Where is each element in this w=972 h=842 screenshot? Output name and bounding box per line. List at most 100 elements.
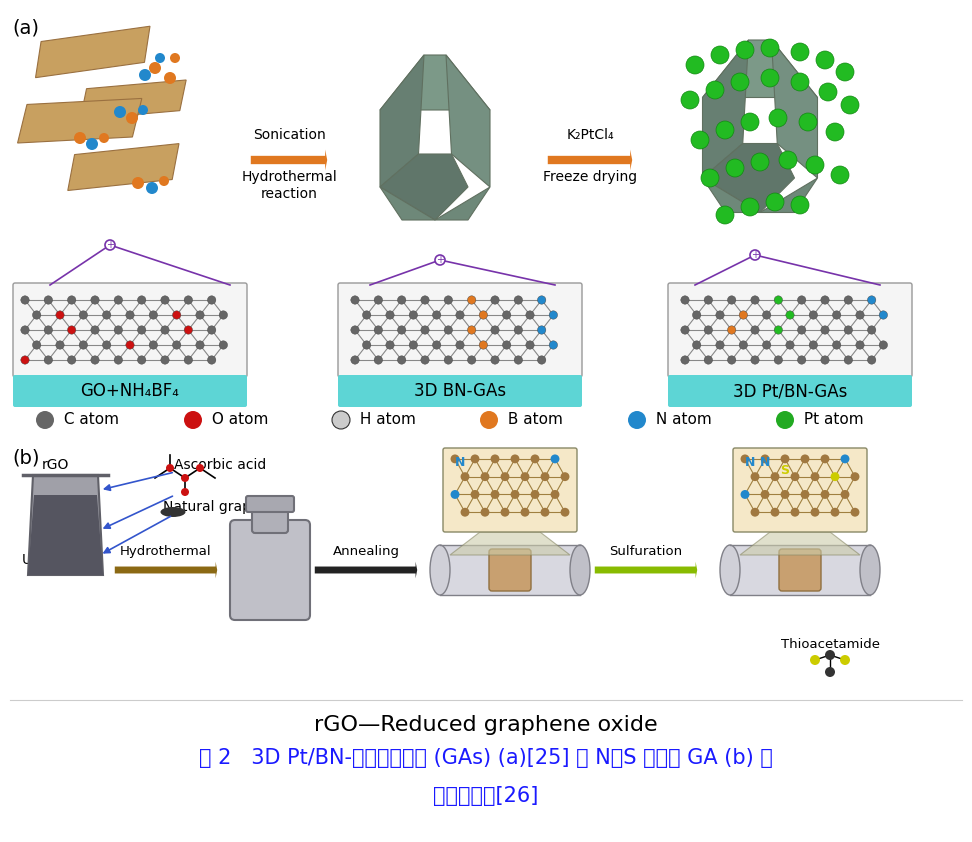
FancyBboxPatch shape bbox=[668, 375, 912, 407]
Circle shape bbox=[421, 326, 430, 334]
Circle shape bbox=[479, 311, 488, 319]
Circle shape bbox=[160, 326, 169, 334]
Circle shape bbox=[538, 296, 546, 304]
Ellipse shape bbox=[720, 545, 740, 595]
Circle shape bbox=[704, 326, 712, 334]
Text: H atom: H atom bbox=[355, 413, 416, 428]
FancyBboxPatch shape bbox=[668, 283, 912, 377]
Text: Natural graphite: Natural graphite bbox=[162, 500, 277, 514]
Circle shape bbox=[479, 341, 488, 349]
Circle shape bbox=[797, 356, 806, 365]
Text: Hydrothermal
reaction: Hydrothermal reaction bbox=[241, 170, 337, 201]
Text: +: + bbox=[106, 240, 114, 250]
Circle shape bbox=[550, 455, 560, 463]
Circle shape bbox=[867, 296, 876, 304]
Circle shape bbox=[351, 326, 360, 334]
Ellipse shape bbox=[430, 545, 450, 595]
Circle shape bbox=[521, 472, 530, 481]
Circle shape bbox=[760, 490, 770, 499]
Circle shape bbox=[160, 296, 169, 304]
Circle shape bbox=[374, 296, 383, 304]
Circle shape bbox=[771, 508, 780, 517]
Circle shape bbox=[750, 472, 759, 481]
FancyBboxPatch shape bbox=[733, 448, 867, 532]
Circle shape bbox=[125, 341, 134, 349]
Circle shape bbox=[20, 356, 29, 365]
Circle shape bbox=[855, 341, 864, 349]
Bar bbox=[440, 545, 580, 595]
Circle shape bbox=[55, 341, 64, 349]
Polygon shape bbox=[435, 187, 490, 220]
Text: 3D BN-GAs: 3D BN-GAs bbox=[414, 382, 506, 400]
Circle shape bbox=[761, 69, 779, 87]
Circle shape bbox=[421, 296, 430, 304]
Circle shape bbox=[219, 311, 227, 319]
Circle shape bbox=[538, 326, 546, 334]
Circle shape bbox=[741, 455, 749, 463]
Polygon shape bbox=[740, 532, 860, 555]
FancyBboxPatch shape bbox=[252, 502, 288, 533]
Circle shape bbox=[137, 296, 146, 304]
Circle shape bbox=[409, 341, 418, 349]
Text: N atom: N atom bbox=[651, 413, 712, 428]
Circle shape bbox=[451, 490, 460, 499]
Circle shape bbox=[820, 490, 829, 499]
Circle shape bbox=[32, 311, 41, 319]
Circle shape bbox=[409, 311, 418, 319]
Text: N: N bbox=[760, 456, 770, 468]
Circle shape bbox=[540, 472, 549, 481]
Circle shape bbox=[785, 311, 794, 319]
Text: N: N bbox=[745, 456, 755, 468]
Circle shape bbox=[791, 43, 809, 61]
Text: Freeze drying: Freeze drying bbox=[543, 170, 637, 184]
Circle shape bbox=[806, 156, 824, 174]
Circle shape bbox=[90, 356, 99, 365]
Circle shape bbox=[491, 490, 500, 499]
Text: Pt atom: Pt atom bbox=[799, 413, 864, 428]
Circle shape bbox=[491, 296, 500, 304]
FancyBboxPatch shape bbox=[246, 496, 294, 512]
Text: +: + bbox=[436, 255, 444, 265]
Circle shape bbox=[766, 193, 784, 211]
Circle shape bbox=[79, 311, 87, 319]
Circle shape bbox=[741, 490, 749, 499]
Circle shape bbox=[219, 341, 227, 349]
Circle shape bbox=[139, 69, 151, 81]
Circle shape bbox=[510, 490, 519, 499]
Circle shape bbox=[538, 356, 546, 365]
Polygon shape bbox=[380, 55, 424, 187]
Circle shape bbox=[374, 326, 383, 334]
Circle shape bbox=[149, 311, 157, 319]
FancyBboxPatch shape bbox=[489, 549, 531, 591]
Circle shape bbox=[762, 341, 771, 349]
Circle shape bbox=[491, 326, 500, 334]
Polygon shape bbox=[446, 55, 490, 187]
Circle shape bbox=[844, 326, 852, 334]
Circle shape bbox=[461, 472, 469, 481]
Circle shape bbox=[514, 356, 523, 365]
Ellipse shape bbox=[570, 545, 590, 595]
Circle shape bbox=[820, 356, 829, 365]
Circle shape bbox=[801, 490, 810, 499]
Text: N: N bbox=[455, 456, 466, 468]
Text: Sulfuration: Sulfuration bbox=[609, 545, 682, 558]
Circle shape bbox=[86, 138, 98, 150]
Circle shape bbox=[779, 151, 797, 169]
Circle shape bbox=[55, 311, 64, 319]
Circle shape bbox=[207, 326, 216, 334]
Circle shape bbox=[501, 472, 509, 481]
Circle shape bbox=[831, 166, 849, 184]
Circle shape bbox=[468, 296, 476, 304]
Circle shape bbox=[363, 341, 371, 349]
Circle shape bbox=[550, 490, 560, 499]
Circle shape bbox=[811, 508, 819, 517]
Circle shape bbox=[470, 490, 479, 499]
Circle shape bbox=[44, 356, 52, 365]
Circle shape bbox=[351, 296, 360, 304]
Circle shape bbox=[172, 311, 181, 319]
Circle shape bbox=[761, 39, 779, 57]
Circle shape bbox=[501, 508, 509, 517]
Circle shape bbox=[820, 326, 829, 334]
Circle shape bbox=[470, 455, 479, 463]
Circle shape bbox=[681, 91, 699, 109]
